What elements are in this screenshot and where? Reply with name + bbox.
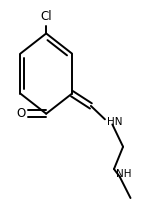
Text: Cl: Cl [40,10,52,23]
Text: HN: HN [107,117,122,126]
Text: O: O [16,107,25,120]
Text: NH: NH [116,169,132,179]
